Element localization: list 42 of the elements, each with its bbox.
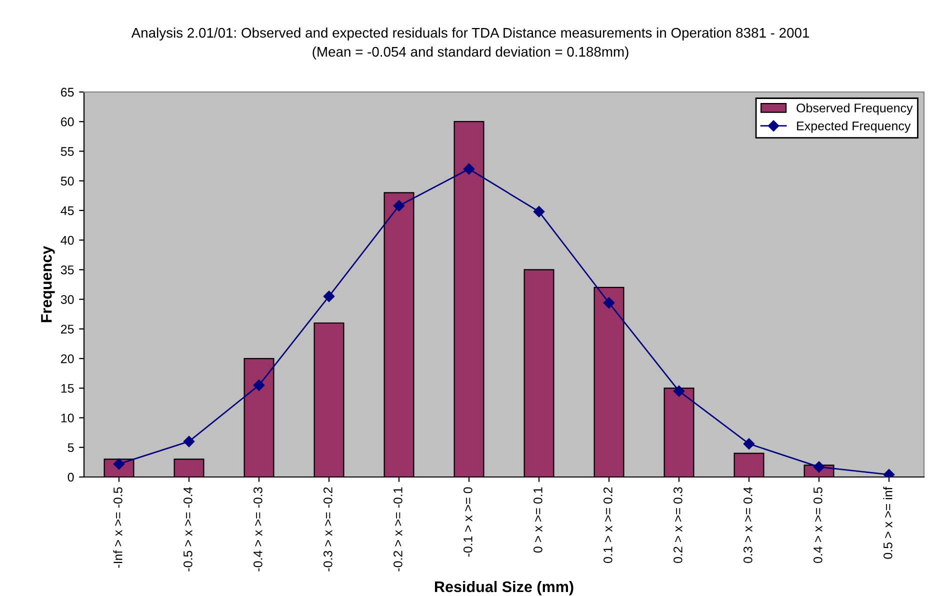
- y-tick-label: 20: [61, 354, 74, 364]
- x-tick-label: -0.3 > x >= -0.2: [324, 487, 332, 572]
- x-tick-label: 0.3 > x >= 0.4: [744, 487, 752, 564]
- y-tick-label: 5: [68, 443, 74, 452]
- y-tick-label: 35: [60, 265, 74, 274]
- y-tick-label: 0: [68, 472, 74, 482]
- y-tick-label: 55: [60, 147, 74, 156]
- y-tick-label: 65: [61, 88, 74, 97]
- x-tick-label: -Inf > x >= -0.5: [113, 487, 122, 568]
- point: [743, 438, 755, 450]
- chart-title: Analysis 2.01/01: Observed and expected residuals for TDA Distance measurements in Operation 8381 - 2001: [131, 28, 810, 40]
- legend-label: Expected Frequency: [797, 121, 911, 133]
- y-tick-label: 50: [60, 176, 74, 186]
- x-tick-label: 0.5 > x >= inf: [883, 486, 892, 559]
- chart-subtitle: (Mean = -0.054 and standard deviation = 0.188mm): [312, 46, 628, 60]
- point: [323, 290, 335, 302]
- y-tick-label: 40: [60, 236, 74, 245]
- point: [463, 163, 475, 175]
- x-tick-label: 0.2 > x >= 0.3: [674, 487, 682, 564]
- point: [183, 436, 195, 448]
- y-axis-title: Frequency: [41, 246, 55, 322]
- x-tick-label: 0.1 > x >= 0.2: [604, 487, 612, 564]
- point: [533, 206, 545, 218]
- x-tick-label: -0.2 > x >= -0.1: [394, 487, 402, 572]
- x-tick-label: 0.4 > x >= 0.5: [814, 487, 822, 564]
- x-axis-title: Residual Size (mm): [434, 580, 574, 596]
- y-tick-label: 60: [61, 117, 74, 126]
- legend-label: Observed Frequency: [796, 103, 913, 115]
- point: [393, 200, 405, 212]
- y-tick-label: 30: [60, 295, 74, 304]
- point: [603, 297, 615, 308]
- point: [813, 461, 825, 473]
- y-tick-label: 15: [61, 384, 74, 393]
- x-tick-label: -0.5 > x >= -0.4: [184, 487, 192, 572]
- y-tick-label: 10: [61, 414, 74, 422]
- x-tick-label: -0.1 > x >= 0: [464, 487, 472, 557]
- x-tick-label: -0.4 > x >= -0.3: [254, 487, 262, 572]
- point: [253, 380, 265, 391]
- point: [673, 386, 685, 397]
- y-tick-label: 45: [60, 206, 74, 216]
- x-tick-label: 0 > x >= 0.1: [534, 487, 542, 553]
- y-tick-label: 25: [61, 324, 74, 334]
